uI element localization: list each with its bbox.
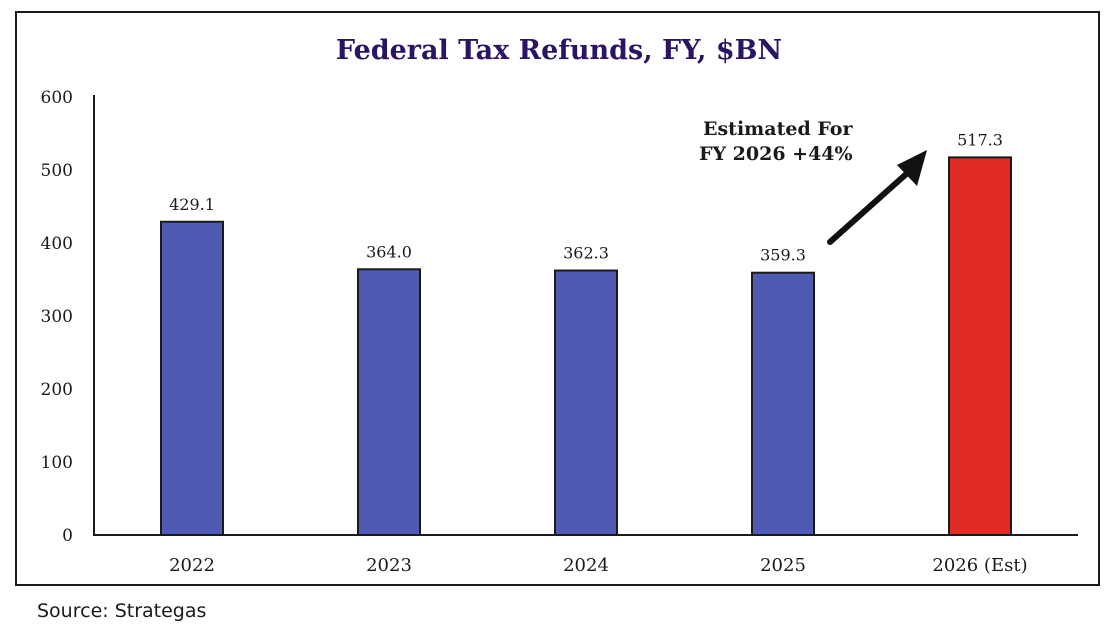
x-axis-labels: 2022 2023 2024 2025 2026 (Est) xyxy=(169,555,1028,576)
arrow-icon xyxy=(827,165,916,245)
y-tick-label: 300 xyxy=(41,307,73,327)
x-tick-label: 2022 xyxy=(169,555,215,576)
annotation-line-2: FY 2026 +44% xyxy=(699,143,853,165)
annotation-line-1: Estimated For xyxy=(703,118,853,140)
y-tick-label: 0 xyxy=(62,526,73,546)
bar-2022 xyxy=(160,220,224,537)
x-tick-label: 2025 xyxy=(760,555,806,576)
y-tick-label: 200 xyxy=(41,380,73,400)
data-label: 429.1 xyxy=(169,195,215,214)
bars xyxy=(160,156,1012,537)
data-label: 517.3 xyxy=(957,130,1003,149)
data-label: 364.0 xyxy=(366,242,412,261)
chart-title: Federal Tax Refunds, FY, $BN xyxy=(336,35,782,66)
data-label: 362.3 xyxy=(563,244,609,263)
bar-2023 xyxy=(357,268,421,536)
annotation: Estimated For FY 2026 +44% xyxy=(699,118,927,245)
y-tick-label: 400 xyxy=(41,234,73,254)
arrow-head-icon xyxy=(897,150,927,186)
x-tick-label: 2023 xyxy=(366,555,412,576)
bar-2026-Est xyxy=(948,156,1012,536)
x-tick-label: 2026 (Est) xyxy=(932,555,1027,576)
y-axis-ticks: 0 100 200 300 400 500 600 xyxy=(41,88,73,546)
y-tick-label: 500 xyxy=(41,161,73,181)
chart-frame: Federal Tax Refunds, FY, $BN 0 100 200 300 4… xyxy=(15,11,1100,586)
x-tick-label: 2024 xyxy=(563,555,609,576)
y-tick-label: 600 xyxy=(41,88,73,108)
bar-chart: Federal Tax Refunds, FY, $BN 0 100 200 300 4… xyxy=(41,35,1078,576)
bar-2025 xyxy=(751,271,815,536)
data-labels: 429.1 364.0 362.3 359.3 517.3 xyxy=(169,130,1003,264)
y-tick-label: 100 xyxy=(41,453,73,473)
bar-2024 xyxy=(554,269,618,536)
data-label: 359.3 xyxy=(760,246,806,265)
source-note: Source: Strategas xyxy=(37,600,207,622)
